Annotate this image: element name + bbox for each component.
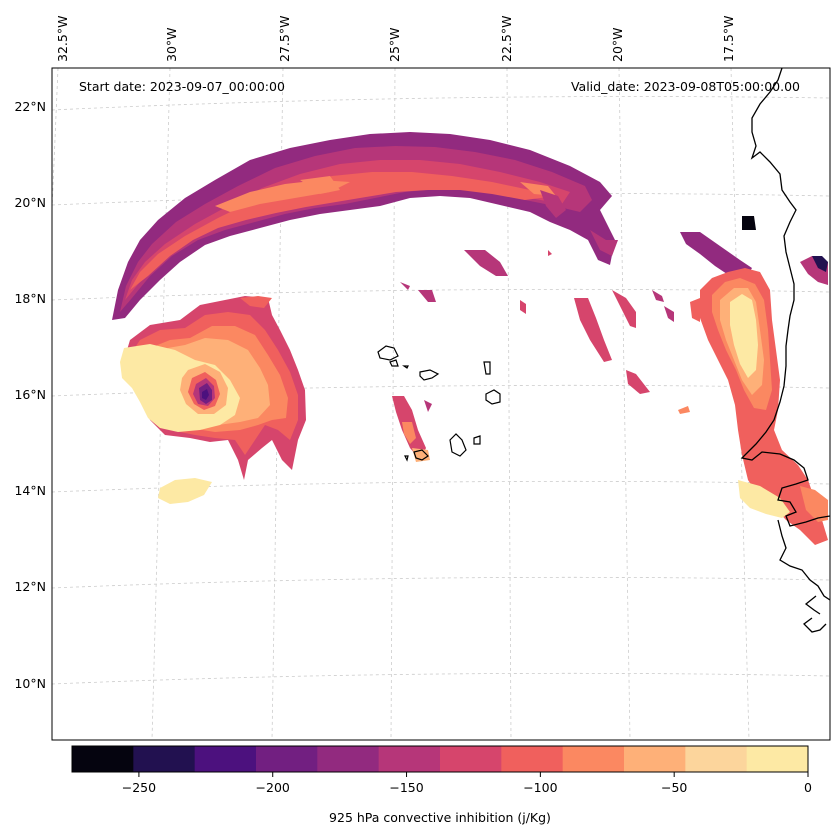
contour-patch-c3 — [800, 486, 828, 522]
contour-patch-c6 — [418, 290, 436, 302]
lon-label-27-5: 27.5°W — [277, 16, 292, 62]
contour-patch-c4 — [690, 298, 700, 322]
colorbar-tick-label: −50 — [661, 780, 687, 795]
contour-patch-c5 — [612, 290, 636, 328]
contour-patch-c3 — [300, 176, 340, 194]
colorbar-swatch — [562, 746, 625, 772]
valid-date-label: Valid_date: 2023-09-08T05:00:00.00 — [571, 79, 800, 94]
contour-patch-c11 — [742, 216, 756, 230]
west-african-coast-band — [680, 216, 828, 545]
lon-label-22-5: 22.5°W — [499, 16, 514, 62]
colorbar-border — [71, 745, 809, 773]
grid-lat-20 — [52, 193, 830, 206]
cape-verde-islands — [377, 345, 501, 462]
colorbar-swatches — [72, 746, 809, 772]
lat-label-12: 12°N — [14, 579, 46, 594]
island-brava — [404, 455, 409, 462]
colorbar-swatch — [194, 746, 257, 772]
contour-patch-c5 — [626, 370, 650, 394]
contour-patch-c1 — [158, 478, 212, 504]
colorbar-tick-label: −150 — [389, 780, 423, 795]
colorbar-tick-label: −100 — [523, 780, 557, 795]
african-coastline — [740, 68, 830, 527]
colorbar-label: 925 hPa convective inhibition (j/Kg) — [329, 810, 551, 825]
lon-label-30: 30°W — [164, 27, 179, 62]
colorbar-swatch — [133, 746, 196, 772]
contour-patch-c6 — [590, 230, 618, 256]
island-sao-nicolau — [419, 369, 440, 381]
map-frame — [51, 67, 831, 741]
contour-patch-c6 — [664, 306, 674, 322]
colorbar-ticks: −250 −200 −150 −100 −50 0 — [122, 772, 812, 795]
colorbar-swatch — [256, 746, 318, 772]
colorbar-swatch — [624, 746, 686, 772]
lat-label-20: 20°N — [14, 195, 46, 210]
island-santa-luzia — [402, 365, 409, 369]
contour-patch-c9 — [202, 389, 209, 400]
colorbar-swatch — [378, 746, 441, 772]
contour-patch-c10 — [812, 256, 828, 272]
hurricane-core-field — [120, 296, 306, 504]
contour-patch-c4 — [240, 296, 272, 308]
grid-lat-22 — [52, 96, 830, 111]
contour-patch-c6 — [424, 400, 432, 412]
contour-patch-c4 — [130, 172, 555, 290]
african-coastline-south — [777, 519, 830, 633]
colorbar-swatch — [317, 746, 380, 772]
island-sal — [483, 361, 491, 375]
contour-patch-c5 — [520, 300, 526, 314]
colorbar: −250 −200 −150 −100 −50 0 925 hPa convective … — [71, 745, 812, 825]
contour-patch-c1 — [738, 480, 790, 518]
latitude-labels: 22°N 20°N 18°N 16°N 14°N 12°N 10°N — [14, 99, 46, 691]
island-fogo — [413, 449, 429, 461]
lon-label-20: 20°W — [610, 27, 625, 62]
contour-patch-c7 — [680, 232, 752, 280]
island-sao-vicente — [389, 359, 399, 367]
contour-patch-c6 — [540, 190, 566, 218]
grid-lon-20 — [618, 68, 631, 740]
colorbar-swatch — [72, 746, 134, 772]
lat-label-22: 22°N — [14, 99, 46, 114]
grid-lon-22-5 — [506, 68, 512, 740]
island-santiago — [449, 433, 467, 457]
contour-patch-c3 — [402, 422, 416, 444]
colorbar-tick-label: −250 — [122, 780, 156, 795]
grid-lat-10 — [52, 672, 830, 685]
colorbar-swatch — [440, 746, 502, 772]
map-content — [52, 68, 830, 740]
contour-patch-c5 — [548, 250, 552, 256]
contour-patch-c6 — [652, 290, 664, 302]
contour-patch-c3 — [678, 406, 690, 414]
island-boa-vista — [485, 389, 501, 405]
lat-label-16: 16°N — [14, 387, 46, 402]
colorbar-tick-label: 0 — [804, 780, 812, 795]
contour-patch-c5 — [574, 298, 612, 362]
lat-label-10: 10°N — [14, 676, 46, 691]
lon-label-17-5: 17.5°W — [721, 16, 736, 62]
colorbar-swatch — [685, 746, 748, 772]
colorbar-swatch — [746, 746, 809, 772]
longitude-labels: 32.5°W 30°W 27.5°W 25°W 22.5°W 20°W 17.5… — [55, 16, 736, 62]
grid-lon-25 — [390, 68, 396, 740]
contour-patch-c6 — [464, 250, 508, 276]
lat-label-14: 14°N — [14, 483, 46, 498]
lat-label-18: 18°N — [14, 291, 46, 306]
lon-label-25: 25°W — [387, 27, 402, 62]
island-santo-antao — [377, 345, 399, 361]
colorbar-swatch — [501, 746, 564, 772]
colorbar-tick-label: −200 — [256, 780, 290, 795]
lon-label-32-5: 32.5°W — [55, 16, 70, 62]
island-maio — [473, 435, 481, 445]
contour-patch-c6 — [400, 282, 410, 290]
scattered-cells — [240, 190, 700, 462]
grid-lat-12 — [52, 576, 830, 589]
start-date-label: Start date: 2023-09-07_00:00:00 — [79, 79, 285, 94]
contour-patch-c1 — [730, 294, 758, 378]
